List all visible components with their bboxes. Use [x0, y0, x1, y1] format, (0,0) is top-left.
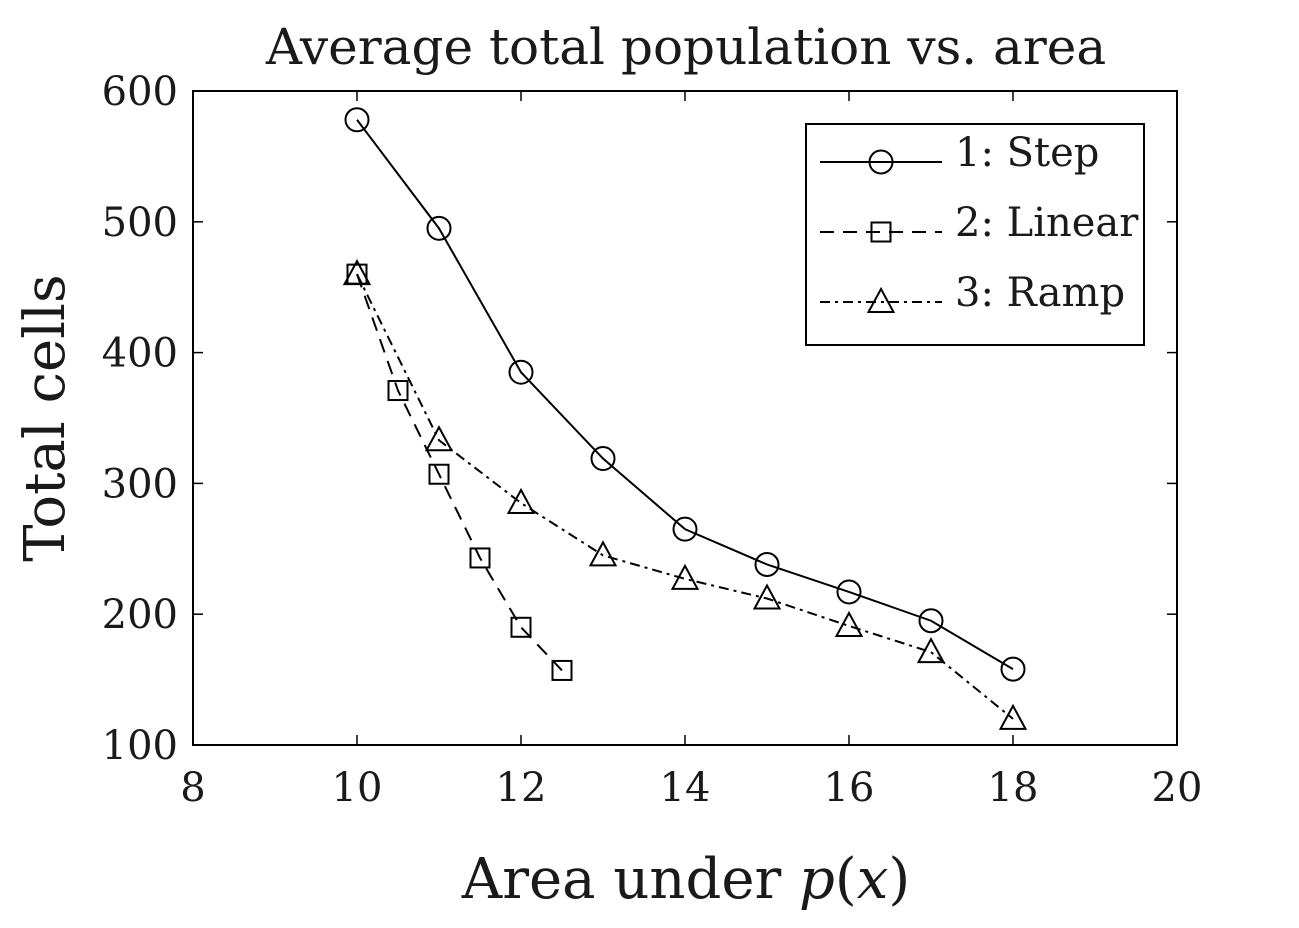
y-axis-label: Total cells — [13, 274, 78, 561]
x-tick-label-5: 18 — [988, 765, 1039, 811]
series-3-point-8 — [998, 703, 1028, 730]
x-tick-label-3: 14 — [660, 765, 711, 811]
legend-marker-2 — [870, 221, 892, 243]
legend-box — [805, 123, 1145, 346]
series-2 — [346, 263, 573, 681]
series-1-line — [356, 119, 1014, 670]
x-tick-label-4: 16 — [824, 765, 875, 811]
series-1-point-6 — [836, 579, 862, 605]
legend-label-3: 3: Ramp — [955, 270, 1125, 316]
y-tick-label-1: 200 — [102, 592, 178, 638]
plot-area: 8 10 12 14 16 18 20 100 200 300 400 500 600 — [102, 69, 1203, 811]
series-1-point-2 — [508, 359, 534, 385]
series-2-line — [356, 273, 563, 672]
series-3-point-3 — [588, 540, 618, 567]
series-2-point-4 — [510, 616, 532, 638]
x-tick-label-2: 12 — [496, 765, 547, 811]
series-1-point-7 — [918, 608, 944, 634]
series-1-point-5 — [754, 551, 780, 577]
y-tick-label-4: 500 — [102, 200, 178, 246]
series-1-point-0 — [344, 107, 370, 133]
series-1-point-1 — [426, 215, 452, 241]
x-axis-label: Area under p(x) — [461, 847, 910, 912]
series-1-point-3 — [590, 446, 616, 472]
y-tick-label-3: 400 — [102, 331, 178, 377]
y-tick-label-5: 600 — [102, 69, 178, 115]
x-tick-label-1: 10 — [332, 765, 383, 811]
series-3-point-4 — [670, 563, 700, 590]
series-3-point-1 — [424, 425, 454, 452]
series-3 — [342, 259, 1028, 730]
legend-label-2: 2: Linear — [955, 200, 1139, 246]
series-2-point-3 — [469, 547, 491, 569]
x-tick-label-6: 20 — [1152, 765, 1203, 811]
series-2-point-1 — [387, 380, 409, 402]
series-3-point-5 — [752, 583, 782, 610]
x-tick-label-0: 8 — [180, 765, 205, 811]
series-1-point-8 — [1000, 656, 1026, 682]
legend: 1: Step 2: Linear 3: Ramp — [805, 123, 1145, 346]
legend-label-1: 1: Step — [955, 130, 1099, 176]
series-2-point-5 — [551, 659, 573, 681]
series-3-point-2 — [506, 487, 536, 515]
series-3-line — [356, 273, 1014, 720]
series-3-point-7 — [916, 637, 946, 664]
y-tick-label-2: 300 — [102, 461, 178, 507]
series-1 — [344, 107, 1026, 682]
legend-marker-1 — [868, 149, 894, 175]
series-3-point-6 — [834, 610, 864, 637]
series-3-point-0 — [342, 259, 372, 286]
chart-title: Average total population vs. area — [265, 18, 1106, 76]
y-tick-label-0: 100 — [102, 723, 178, 769]
legend-marker-3 — [866, 286, 896, 313]
series-1-point-4 — [672, 516, 698, 542]
series-2-point-2 — [428, 463, 450, 485]
